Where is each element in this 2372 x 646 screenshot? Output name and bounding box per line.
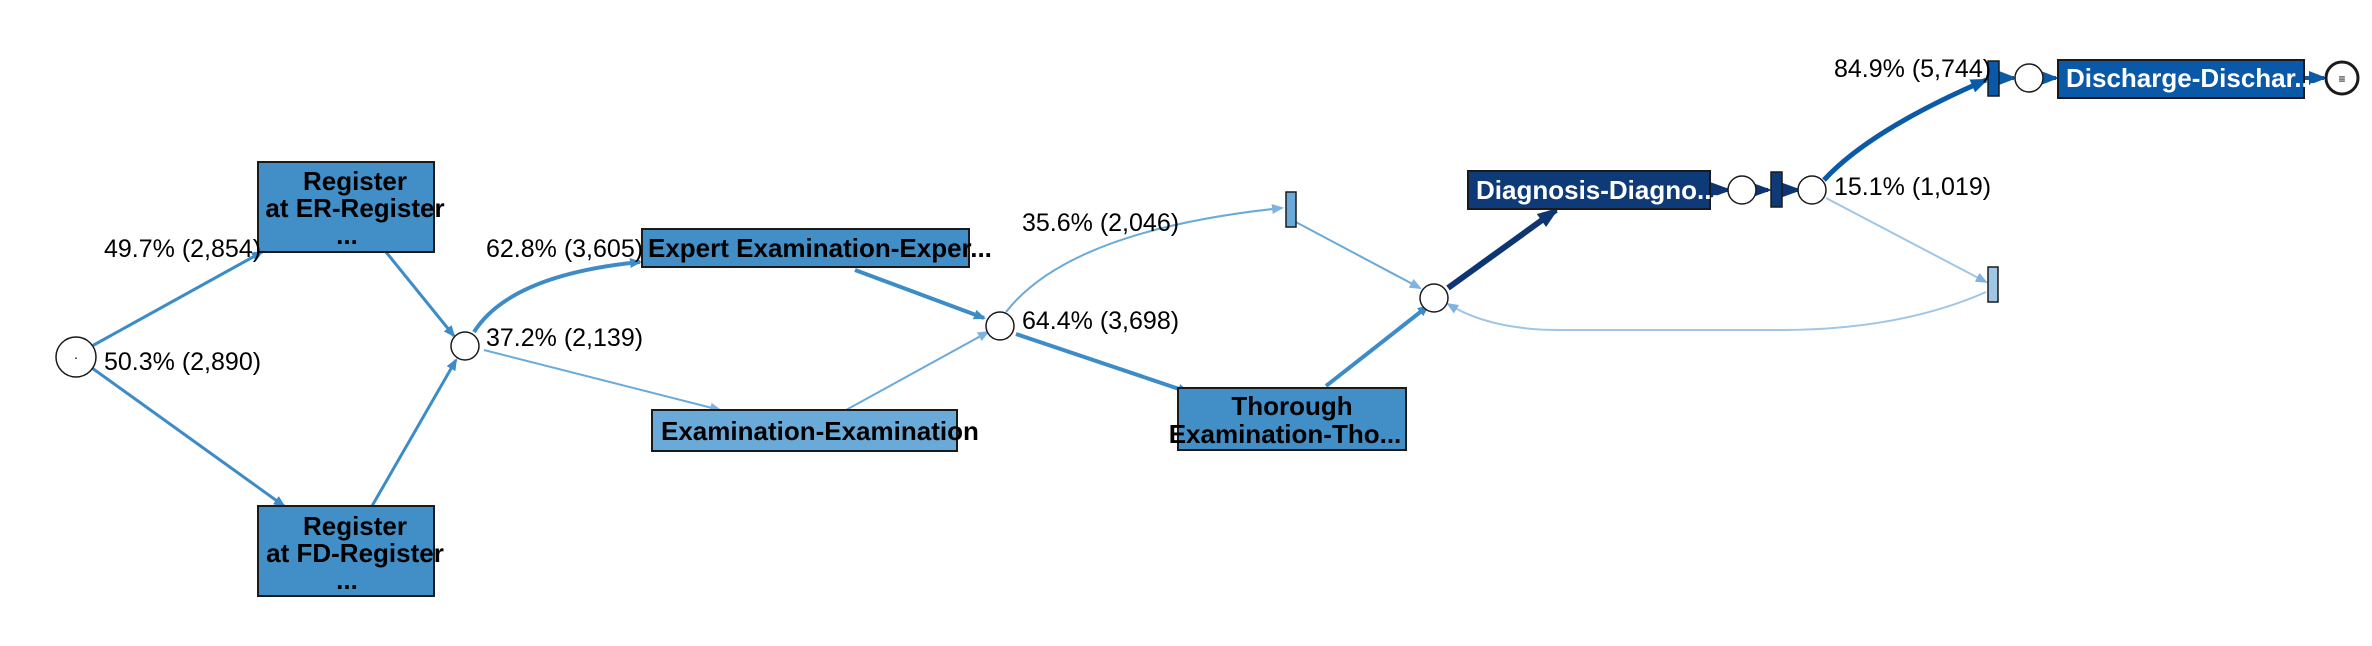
gateway-after-diagnosis[interactable] [1727,175,1757,205]
examination-label: Examination-Examination [661,416,979,446]
gateway-before-discharge-activity[interactable] [2014,63,2044,93]
edge-label-skip-thorough: 35.6% (2,046) [1022,209,1179,237]
edge-gateway2-to-skip-marker[interactable] [1005,204,1284,313]
edge-label-to-register-er: 49.7% (2,854) [104,235,261,263]
loop-back-marker[interactable] [1987,266,1999,303]
edge-expert-exam-to-gateway2[interactable] [854,268,986,320]
activity-expert-examination[interactable]: Expert Examination-Exper... [641,228,992,268]
discharge-label: Discharge-Dischar... [2066,63,2316,93]
edge-label-to-discharge: 84.9% (5,744) [1834,55,1991,83]
end-event[interactable]: ≡ [2324,60,2360,96]
register-er-label-2: at ER-Register [265,193,444,223]
activity-register-er[interactable]: Register at ER-Register ... [257,161,445,253]
start-symbol: · [74,349,79,365]
activity-discharge[interactable]: Discharge-Dischar... [2057,59,2316,99]
edge-loop-marker-to-gateway3[interactable] [1446,291,1987,331]
edge-gateway2-to-thorough[interactable] [1015,332,1190,394]
edge-gateway5-to-loop-marker[interactable] [1825,197,1988,283]
edge-start-to-register-er[interactable] [91,250,264,348]
thorough-label-1: Thorough [1231,391,1352,421]
edge-label-to-thorough: 64.4% (3,698) [1022,307,1179,335]
edge-gateway-to-expert-exam[interactable] [472,258,642,334]
edge-register-fd-to-gateway[interactable] [370,358,458,507]
skip-thorough-marker[interactable] [1285,191,1297,228]
gateway-after-register[interactable] [450,331,480,361]
register-er-label-1: Register [303,166,407,196]
edge-label-to-register-fd: 50.3% (2,890) [104,348,261,376]
activity-examination[interactable]: Examination-Examination [651,409,979,452]
edge-gateway-to-exam[interactable] [483,349,722,413]
register-er-label-3: ... [336,220,358,250]
thorough-label-2: Examination-Tho... [1169,419,1402,449]
activity-thorough-examination[interactable]: Thorough Examination-Tho... [1169,387,1407,451]
edge-label-to-examination: 37.2% (2,139) [486,324,643,352]
gateway-before-discharge[interactable] [1797,175,1827,205]
start-event[interactable]: · [55,336,97,378]
edge-gateway3-to-diagnosis[interactable] [1446,207,1560,291]
register-fd-label-1: Register [303,511,407,541]
gateway-after-examination[interactable] [985,311,1015,341]
edge-label-loop-back: 15.1% (1,019) [1834,173,1991,201]
register-fd-label-2: at FD-Register [266,538,444,568]
end-symbol: ≡ [2338,72,2345,86]
edge-label-to-expert-exam: 62.8% (3,605) [486,235,643,263]
edge-register-er-to-gateway[interactable] [384,251,456,338]
discharge-split-marker[interactable] [1987,60,2000,97]
expert-exam-label: Expert Examination-Exper... [648,233,992,263]
diagnosis-split-marker[interactable] [1770,171,1783,208]
gateway-before-diagnosis[interactable] [1419,283,1449,313]
edge-start-to-register-fd[interactable] [91,366,286,508]
diagnosis-label: Diagnosis-Diagno... [1476,175,1719,205]
edges [91,71,2327,508]
register-fd-label-3: ... [336,565,358,595]
edge-exam-to-gateway2[interactable] [845,331,990,411]
edge-skip-marker-to-gateway3[interactable] [1291,219,1422,289]
edge-labels: 49.7% (2,854) 50.3% (2,890) 62.8% (3,605… [104,55,1991,376]
activity-diagnosis[interactable]: Diagnosis-Diagno... [1467,170,1719,210]
edge-thorough-to-gateway3[interactable] [1324,304,1430,388]
activity-register-fd[interactable]: Register at FD-Register ... [257,505,444,597]
edge-gateway5-to-discharge-bar[interactable] [1822,77,1989,182]
